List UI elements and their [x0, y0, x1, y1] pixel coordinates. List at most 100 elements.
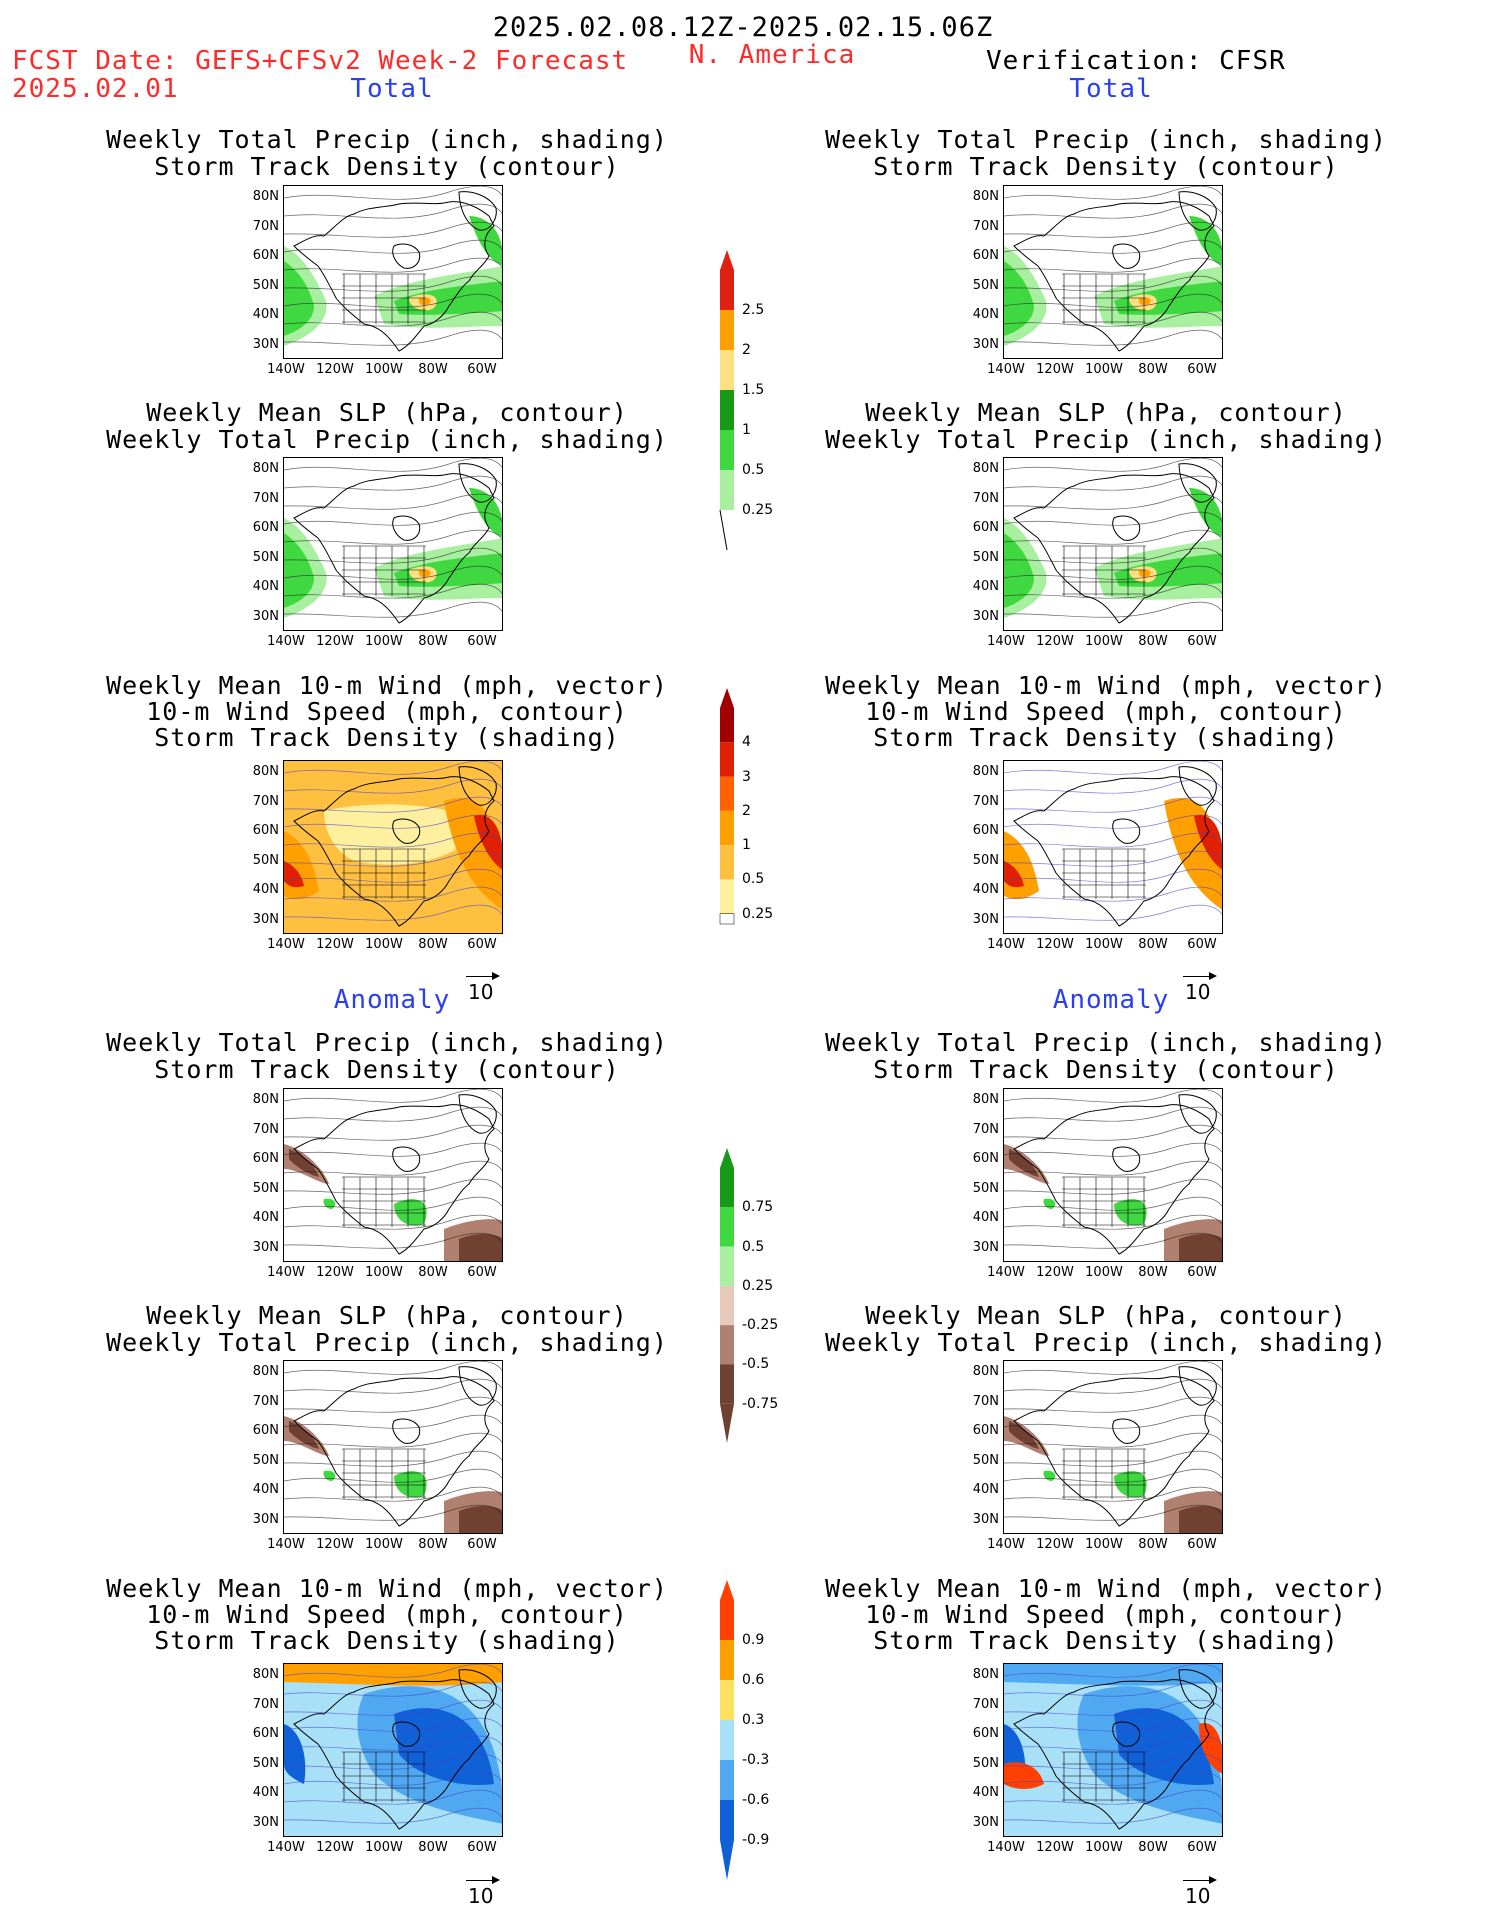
title-anom-precip-track-right: Weekly Total Precip (inch, shading) — [825, 1028, 1387, 1057]
title-wind-left: Weekly Mean 10-m Wind (mph, vector) — [106, 671, 668, 700]
colorbar-label: 0.25 — [742, 1277, 774, 1294]
vector-ref-arrow-1 — [466, 972, 500, 980]
colorbar-label: 1 — [742, 837, 751, 854]
colorbar-label: 1.5 — [742, 382, 765, 398]
map-panel — [283, 457, 503, 631]
colorbar-label: 2 — [742, 342, 751, 358]
lat-tick-label: 30N — [252, 336, 279, 352]
colorbar-label: 0.3 — [742, 1712, 765, 1728]
subtitle-precip-track-left: Storm Track Density (contour) — [154, 152, 620, 181]
lon-tick-label: 60W — [1187, 1840, 1217, 1855]
map-panel — [1003, 185, 1223, 359]
map-canvas — [284, 1089, 502, 1261]
colorbar-label: 3 — [742, 768, 751, 785]
lat-tick-label: 80N — [252, 764, 279, 779]
map-canvas — [1004, 458, 1222, 624]
lat-tick-label: 50N — [972, 1755, 999, 1771]
lat-tick-label: 70N — [972, 218, 999, 234]
lat-tick-label: 30N — [972, 1511, 999, 1527]
subtitle-wind-speed-right: 10-m Wind Speed (mph, contour) — [865, 697, 1347, 726]
lat-tick-label: 60N — [972, 248, 999, 263]
lon-tick-label: 140W — [267, 362, 305, 377]
lat-tick-label: 60N — [252, 1423, 279, 1438]
title-anom-wind-left: Weekly Mean 10-m Wind (mph, vector) — [106, 1574, 668, 1603]
map-canvas — [1004, 186, 1222, 352]
lat-tick-label: 60N — [972, 1423, 999, 1438]
lat-tick-label: 30N — [252, 1239, 279, 1255]
subtitle-anom-wind-speed-left: 10-m Wind Speed (mph, contour) — [146, 1600, 628, 1629]
map-panel — [1003, 1663, 1223, 1837]
map-panel — [1003, 1360, 1223, 1534]
lat-tick-label: 40N — [252, 307, 279, 322]
lon-tick-label: 140W — [987, 1265, 1025, 1280]
lat-tick-label: 70N — [252, 1393, 279, 1409]
lon-tick-label: 140W — [267, 937, 305, 952]
colorbar-label: 0.25 — [742, 502, 774, 518]
lat-tick-label: 50N — [252, 549, 279, 565]
lon-tick-label: 120W — [316, 1265, 354, 1280]
colorbar-label: 0.6 — [742, 1672, 765, 1688]
lat-tick-label: 60N — [252, 248, 279, 263]
lon-tick-label: 80W — [418, 634, 448, 649]
lon-tick-label: 60W — [467, 1840, 497, 1855]
subtitle-slp-left: Weekly Total Precip (inch, shading) — [106, 425, 668, 454]
lat-tick-label: 50N — [252, 1452, 279, 1468]
lat-tick-label: 30N — [252, 1814, 279, 1830]
lon-tick-label: 100W — [365, 1840, 403, 1855]
verification-label: Verification: CFSR — [986, 46, 1286, 76]
lat-tick-label: 30N — [972, 336, 999, 352]
colorbar-label: 1 — [742, 422, 751, 438]
lon-tick-label: 100W — [1085, 1265, 1123, 1280]
lon-tick-label: 100W — [365, 362, 403, 377]
lat-tick-label: 80N — [252, 1364, 279, 1379]
colorbar — [719, 688, 735, 925]
lon-tick-label: 80W — [1138, 362, 1168, 377]
lat-tick-label: 40N — [972, 579, 999, 594]
lon-tick-label: 140W — [267, 1537, 305, 1552]
forecast-label: FCST Date: GEFS+CFSv2 Week-2 Forecast — [12, 46, 629, 76]
colorbar-label: -0.9 — [742, 1832, 770, 1848]
lat-tick-label: 50N — [972, 1180, 999, 1196]
subtitle-wind-speed-left: 10-m Wind Speed (mph, contour) — [146, 697, 628, 726]
colorbar-label: 0.5 — [742, 462, 765, 478]
lon-tick-label: 60W — [1187, 634, 1217, 649]
vector-ref-arrow-2 — [1183, 972, 1217, 980]
subtitle-anom-precip-track-right: Storm Track Density (contour) — [873, 1055, 1339, 1084]
subtitle-anom-wind-speed-right: 10-m Wind Speed (mph, contour) — [865, 1600, 1347, 1629]
colorbar-label: 0.5 — [742, 1238, 765, 1255]
lat-tick-label: 40N — [252, 1482, 279, 1497]
lat-tick-label: 50N — [252, 1180, 279, 1196]
lat-tick-label: 30N — [252, 1511, 279, 1527]
map-panel — [283, 760, 503, 934]
lon-tick-label: 120W — [1036, 1537, 1074, 1552]
lon-tick-label: 80W — [418, 362, 448, 377]
lon-tick-label: 80W — [418, 1840, 448, 1855]
lat-tick-label: 70N — [972, 1121, 999, 1137]
lat-tick-label: 60N — [252, 1726, 279, 1741]
lon-tick-label: 100W — [1085, 362, 1123, 377]
lat-tick-label: 40N — [252, 579, 279, 594]
title-wind-right: Weekly Mean 10-m Wind (mph, vector) — [825, 671, 1387, 700]
lon-tick-label: 120W — [1036, 362, 1074, 377]
lat-tick-label: 60N — [252, 823, 279, 838]
lat-tick-label: 50N — [972, 852, 999, 868]
lat-tick-label: 50N — [252, 852, 279, 868]
lat-tick-label: 40N — [252, 882, 279, 897]
lat-tick-label: 70N — [252, 490, 279, 506]
lat-tick-label: 60N — [252, 1151, 279, 1166]
lat-tick-label: 60N — [972, 520, 999, 535]
colorbar — [720, 1148, 734, 1443]
map-canvas — [1004, 1361, 1222, 1533]
subtitle-precip-track-right: Storm Track Density (contour) — [873, 152, 1339, 181]
subtitle-slp-right: Weekly Total Precip (inch, shading) — [825, 425, 1387, 454]
lon-tick-label: 60W — [467, 937, 497, 952]
lon-tick-label: 60W — [1187, 362, 1217, 377]
colorbar-label: 0.5 — [742, 871, 765, 888]
lat-tick-label: 70N — [252, 793, 279, 809]
lat-tick-label: 30N — [972, 1814, 999, 1830]
section-anomaly-right: Anomaly — [1052, 985, 1170, 1015]
lon-tick-label: 100W — [365, 1537, 403, 1552]
lon-tick-label: 140W — [987, 1840, 1025, 1855]
subtitle-wind-track-left: Storm Track Density (shading) — [154, 723, 620, 752]
vector-ref-arrow-4 — [1183, 1876, 1217, 1884]
